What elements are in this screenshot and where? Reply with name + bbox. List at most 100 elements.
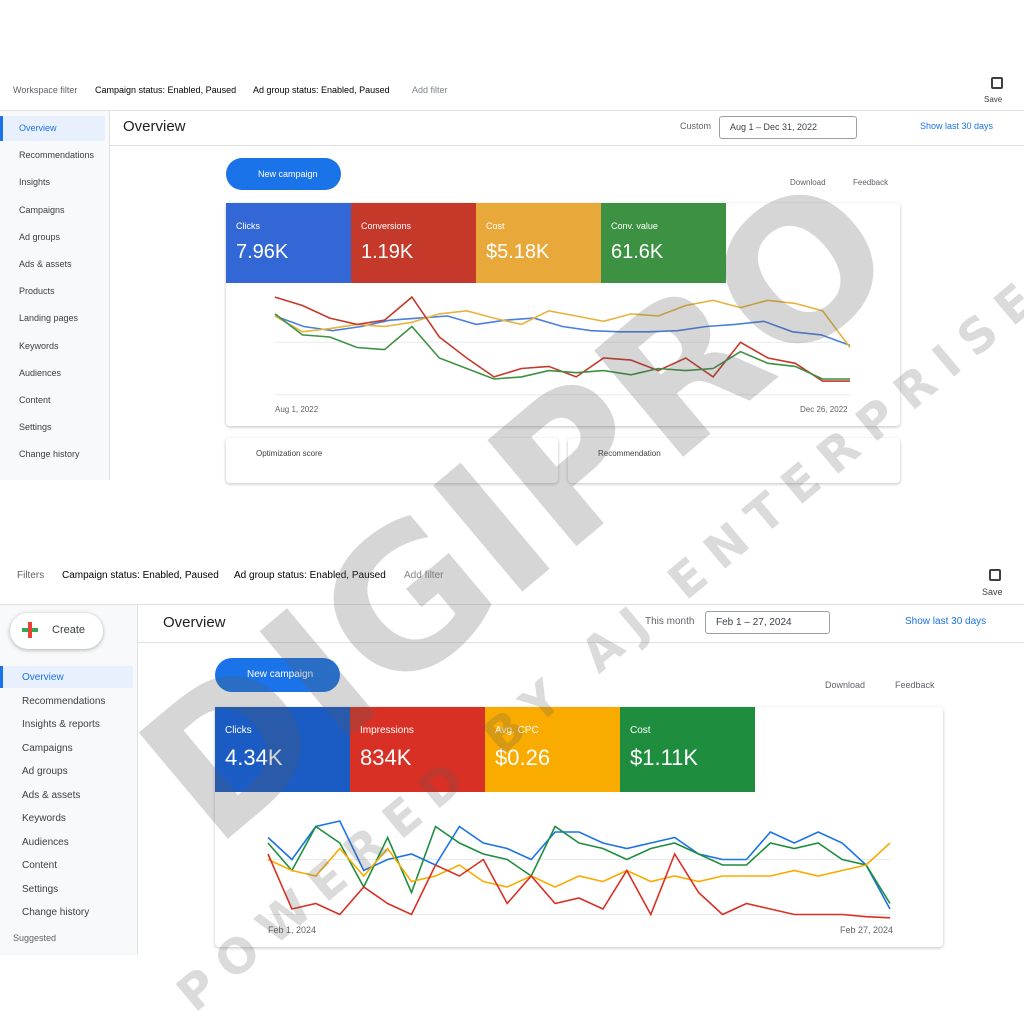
nav-item[interactable]: Audiences [22, 836, 69, 848]
metric-tile[interactable] [485, 707, 620, 792]
nav-item[interactable]: Settings [22, 883, 59, 895]
save[interactable]: Save [984, 95, 1003, 104]
nav-item[interactable]: Change history [22, 907, 90, 918]
show-last[interactable]: Show last 30 days [905, 616, 987, 627]
metric-name: Clicks [236, 221, 260, 231]
save[interactable]: Save [982, 587, 1003, 597]
sidebar [0, 110, 110, 480]
nav-item[interactable]: Ad groups [19, 231, 61, 242]
filter-chip[interactable]: Campaign status: Enabled, Paused [95, 85, 237, 95]
filter-bar-line [0, 110, 1024, 111]
create-label: Create [52, 624, 86, 636]
series-line [274, 315, 851, 347]
date-range[interactable]: Feb 1 – 27, 2024 [705, 611, 830, 634]
metric-value: 4.34K [225, 745, 283, 770]
metric-name: Conv. value [611, 221, 658, 231]
x-label: Aug 1, 2022 [275, 405, 319, 414]
download[interactable]: Download [825, 680, 866, 690]
metric-tile[interactable] [215, 707, 350, 792]
series-line [274, 313, 850, 380]
nav-item[interactable]: Keywords [19, 340, 59, 351]
metric-name: Avg. CPC [495, 725, 539, 736]
filter-chip[interactable]: Ad group status: Enabled, Paused [253, 85, 390, 95]
nav-item[interactable]: Recommendations [22, 695, 106, 707]
feedback[interactable]: Feedback [895, 680, 935, 690]
save-icon[interactable] [991, 77, 1003, 89]
nav-item[interactable]: Content [22, 860, 58, 871]
summary-card [568, 438, 900, 483]
nav-item[interactable]: Recommendations [19, 150, 95, 161]
save-icon[interactable] [989, 569, 1001, 581]
metric-tile[interactable] [226, 203, 351, 283]
nav-item[interactable]: Products [19, 286, 55, 297]
show-last[interactable]: Show last 30 days [920, 121, 994, 131]
metric-value: 61.6K [611, 241, 664, 263]
nav-highlight [0, 666, 133, 688]
series-line [267, 852, 891, 919]
x-label: Feb 1, 2024 [268, 925, 317, 935]
nav-item[interactable]: Content [19, 395, 51, 405]
nav-item[interactable]: Ads & assets [19, 259, 72, 269]
new-campaign[interactable]: New campaign [215, 658, 340, 692]
summary-card-title: Recommendation [598, 449, 661, 458]
filter-chip[interactable]: Campaign status: Enabled, Paused [62, 570, 219, 581]
metric-tile[interactable] [350, 707, 485, 792]
nav-highlight [0, 116, 105, 142]
page-title: Overview [123, 118, 186, 135]
nav-item[interactable]: Landing pages [19, 313, 79, 324]
sidebar [0, 604, 138, 955]
metric-value: 834K [360, 745, 412, 770]
x-label: Feb 27, 2024 [840, 925, 894, 935]
nav-section: Suggested [13, 933, 57, 943]
add-filter[interactable]: Add filter [412, 85, 448, 95]
x-label: Dec 26, 2022 [800, 405, 848, 414]
metric-value: 7.96K [236, 241, 289, 263]
metric-value: $1.11K [630, 745, 699, 770]
metric-name: Conversions [361, 221, 412, 231]
page-title: Overview [163, 614, 226, 631]
date-label: This month [645, 616, 695, 627]
filter-label: Filters [17, 570, 45, 581]
nav-item[interactable]: Insights & reports [22, 719, 100, 730]
feedback[interactable]: Feedback [853, 178, 889, 187]
series-line [274, 299, 851, 348]
filter-chip[interactable]: Ad group status: Enabled, Paused [234, 570, 386, 581]
metric-value: $0.26 [495, 745, 551, 770]
metric-tile[interactable] [351, 203, 476, 283]
new-campaign[interactable]: New campaign [226, 158, 341, 190]
download[interactable]: Download [790, 178, 826, 187]
nav-item[interactable]: Overview [22, 672, 64, 683]
nav-item[interactable]: Ads & assets [22, 789, 81, 801]
nav-item[interactable]: Overview [19, 123, 57, 133]
metric-name: Clicks [225, 725, 252, 736]
series-line [267, 825, 891, 904]
date-label: Custom [680, 121, 712, 131]
date-range[interactable]: Aug 1 – Dec 31, 2022 [719, 116, 857, 139]
summary-card-title: Optimization score [256, 449, 323, 458]
metric-name: Cost [630, 725, 651, 736]
nav-item[interactable]: Ad groups [22, 766, 68, 777]
header-line [138, 642, 1024, 643]
metric-value: $5.18K [486, 241, 550, 263]
nav-item[interactable]: Keywords [22, 813, 66, 824]
series-line [267, 820, 891, 910]
metric-tile[interactable] [620, 707, 755, 792]
nav-item[interactable]: Insights [19, 177, 51, 188]
add-filter[interactable]: Add filter [404, 570, 444, 581]
nav-item[interactable]: Audiences [19, 367, 62, 378]
filter-label: Workspace filter [13, 85, 78, 95]
series-line [274, 295, 850, 382]
nav-item[interactable]: Campaigns [22, 742, 73, 754]
metric-tile[interactable] [601, 203, 726, 283]
nav-item[interactable]: Campaigns [19, 204, 65, 215]
nav-item[interactable]: Settings [19, 422, 52, 433]
create-plus [22, 622, 38, 638]
metric-name: Cost [486, 221, 505, 231]
summary-card [226, 438, 558, 483]
nav-item[interactable]: Change history [19, 449, 80, 460]
metric-value: 1.19K [361, 241, 414, 263]
filter-bar-line [0, 604, 1024, 605]
metric-tile[interactable] [476, 203, 601, 283]
